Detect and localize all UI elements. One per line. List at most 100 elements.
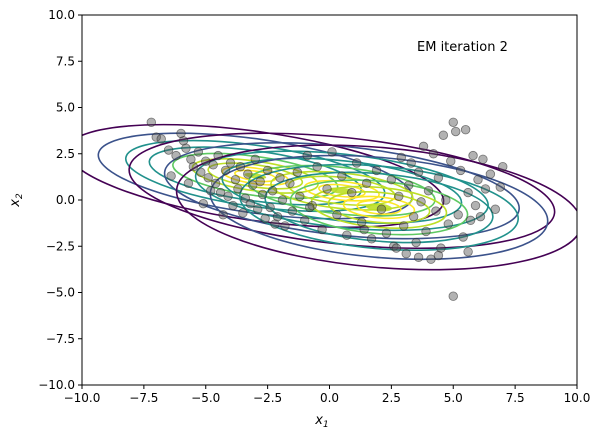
data-point <box>342 230 352 240</box>
em-iteration-annotation: EM iteration 2 <box>417 40 508 55</box>
data-point <box>401 248 411 259</box>
data-point <box>181 143 191 153</box>
data-point <box>413 167 424 177</box>
data-point <box>426 254 436 264</box>
x-axis-label: x1 <box>314 413 328 430</box>
data-point <box>455 165 466 176</box>
density-contour <box>264 171 494 244</box>
data-point <box>171 150 181 161</box>
scatter-layer <box>146 117 508 301</box>
data-point <box>371 165 382 176</box>
data-point <box>262 165 273 176</box>
data-point <box>208 160 218 170</box>
data-point <box>408 211 419 222</box>
data-point <box>198 198 208 209</box>
data-point <box>404 180 414 190</box>
data-point <box>196 167 206 177</box>
data-point <box>257 189 268 200</box>
density-contour <box>148 146 362 206</box>
data-point <box>201 156 211 166</box>
density-contour <box>287 175 396 206</box>
density-contour <box>327 191 431 224</box>
data-point <box>399 221 409 231</box>
data-point <box>163 145 174 155</box>
data-point <box>292 167 303 177</box>
data-point <box>433 250 444 261</box>
data-point <box>396 152 406 163</box>
x-tick-label: 0.0 <box>320 391 339 405</box>
data-point <box>463 187 473 198</box>
y-tick-label: −7.5 <box>46 332 75 346</box>
data-point <box>352 158 362 168</box>
density-contour <box>124 139 386 213</box>
y-tick-label: 7.5 <box>56 54 75 68</box>
y-axis-label: x2 <box>8 193 25 208</box>
data-point <box>205 186 216 196</box>
data-point <box>228 200 238 211</box>
data-point <box>255 176 265 187</box>
x-tick-label: −5.0 <box>191 391 220 405</box>
x-axis-ticks: −10.0 −7.5 −5.0 −2.5 0.0 2.5 5.0 7.5 10.0 <box>64 385 590 405</box>
y-tick-label: −2.5 <box>46 239 75 253</box>
data-point <box>223 191 233 202</box>
data-point <box>438 130 449 140</box>
data-point <box>490 204 501 214</box>
data-point <box>220 165 231 176</box>
data-point <box>265 202 275 213</box>
y-tick-label: 2.5 <box>56 147 75 161</box>
data-point <box>213 150 223 161</box>
x-tick-label: 5.0 <box>444 391 463 405</box>
y-axis-ticks: −10.0 −7.5 −5.0 −2.5 0.0 2.5 5.0 7.5 10.0 <box>38 8 82 392</box>
data-point <box>230 174 241 185</box>
data-point <box>332 210 342 220</box>
data-point <box>322 184 332 194</box>
data-point <box>473 174 483 185</box>
data-point <box>327 147 337 157</box>
data-point <box>317 224 327 235</box>
data-point <box>376 204 387 214</box>
contour-layer <box>82 123 577 271</box>
data-point <box>285 178 295 189</box>
data-point <box>238 208 248 218</box>
data-point <box>463 247 473 257</box>
data-point <box>448 291 458 301</box>
data-point <box>480 184 491 194</box>
data-point <box>267 186 278 196</box>
y-tick-label: 10.0 <box>48 8 75 22</box>
data-point <box>460 124 471 135</box>
data-point <box>470 200 481 211</box>
data-point <box>337 171 347 181</box>
data-point <box>441 195 451 205</box>
density-contour <box>289 179 469 236</box>
data-point <box>386 174 397 185</box>
data-point <box>406 158 416 168</box>
data-point <box>287 206 298 216</box>
data-point <box>498 161 508 172</box>
data-point <box>245 198 256 209</box>
data-point <box>436 243 446 253</box>
data-point <box>468 150 478 161</box>
data-point <box>151 132 161 142</box>
data-point <box>235 161 246 172</box>
data-point <box>413 252 424 263</box>
x-tick-label: 2.5 <box>382 391 401 405</box>
data-point <box>356 217 367 227</box>
data-point <box>361 178 372 189</box>
data-point <box>215 187 226 198</box>
data-point <box>458 232 468 242</box>
data-point <box>300 215 310 226</box>
x-tick-label: 7.5 <box>506 391 525 405</box>
data-point <box>312 161 322 172</box>
data-point <box>183 178 194 189</box>
y-tick-label: −10.0 <box>38 378 75 392</box>
data-point <box>166 171 176 181</box>
density-contour <box>221 166 290 186</box>
data-point <box>253 204 263 214</box>
data-point <box>218 210 228 220</box>
y-tick-label: −5.0 <box>46 286 75 300</box>
data-point <box>381 228 392 239</box>
data-point <box>178 136 189 146</box>
data-point <box>193 147 204 157</box>
